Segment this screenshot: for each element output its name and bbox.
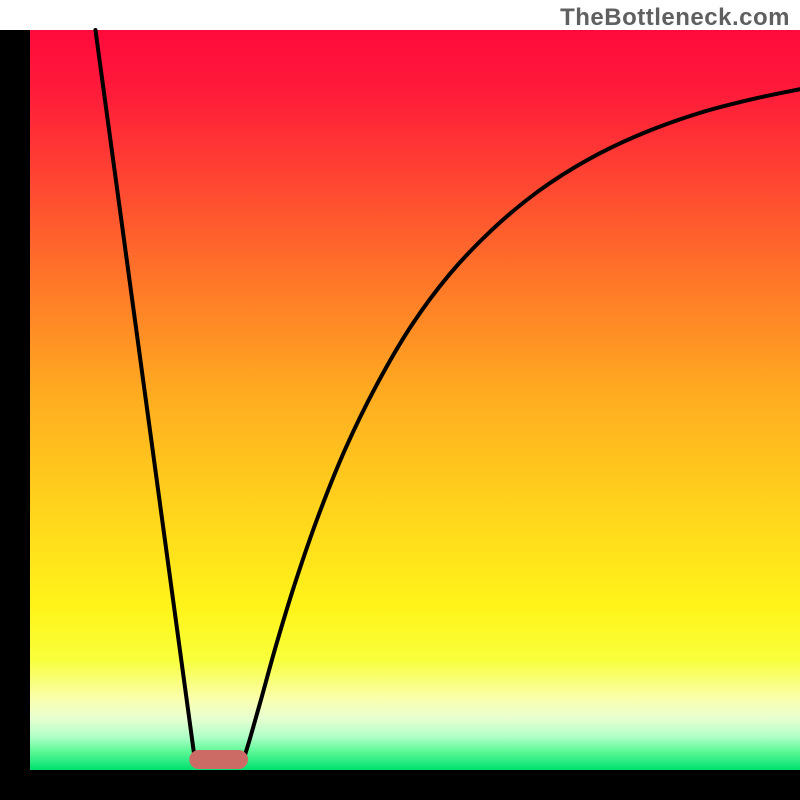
chart-container: TheBottleneck.com xyxy=(0,0,800,800)
bottleneck-chart-svg xyxy=(0,0,800,800)
bottleneck-marker xyxy=(190,751,248,769)
